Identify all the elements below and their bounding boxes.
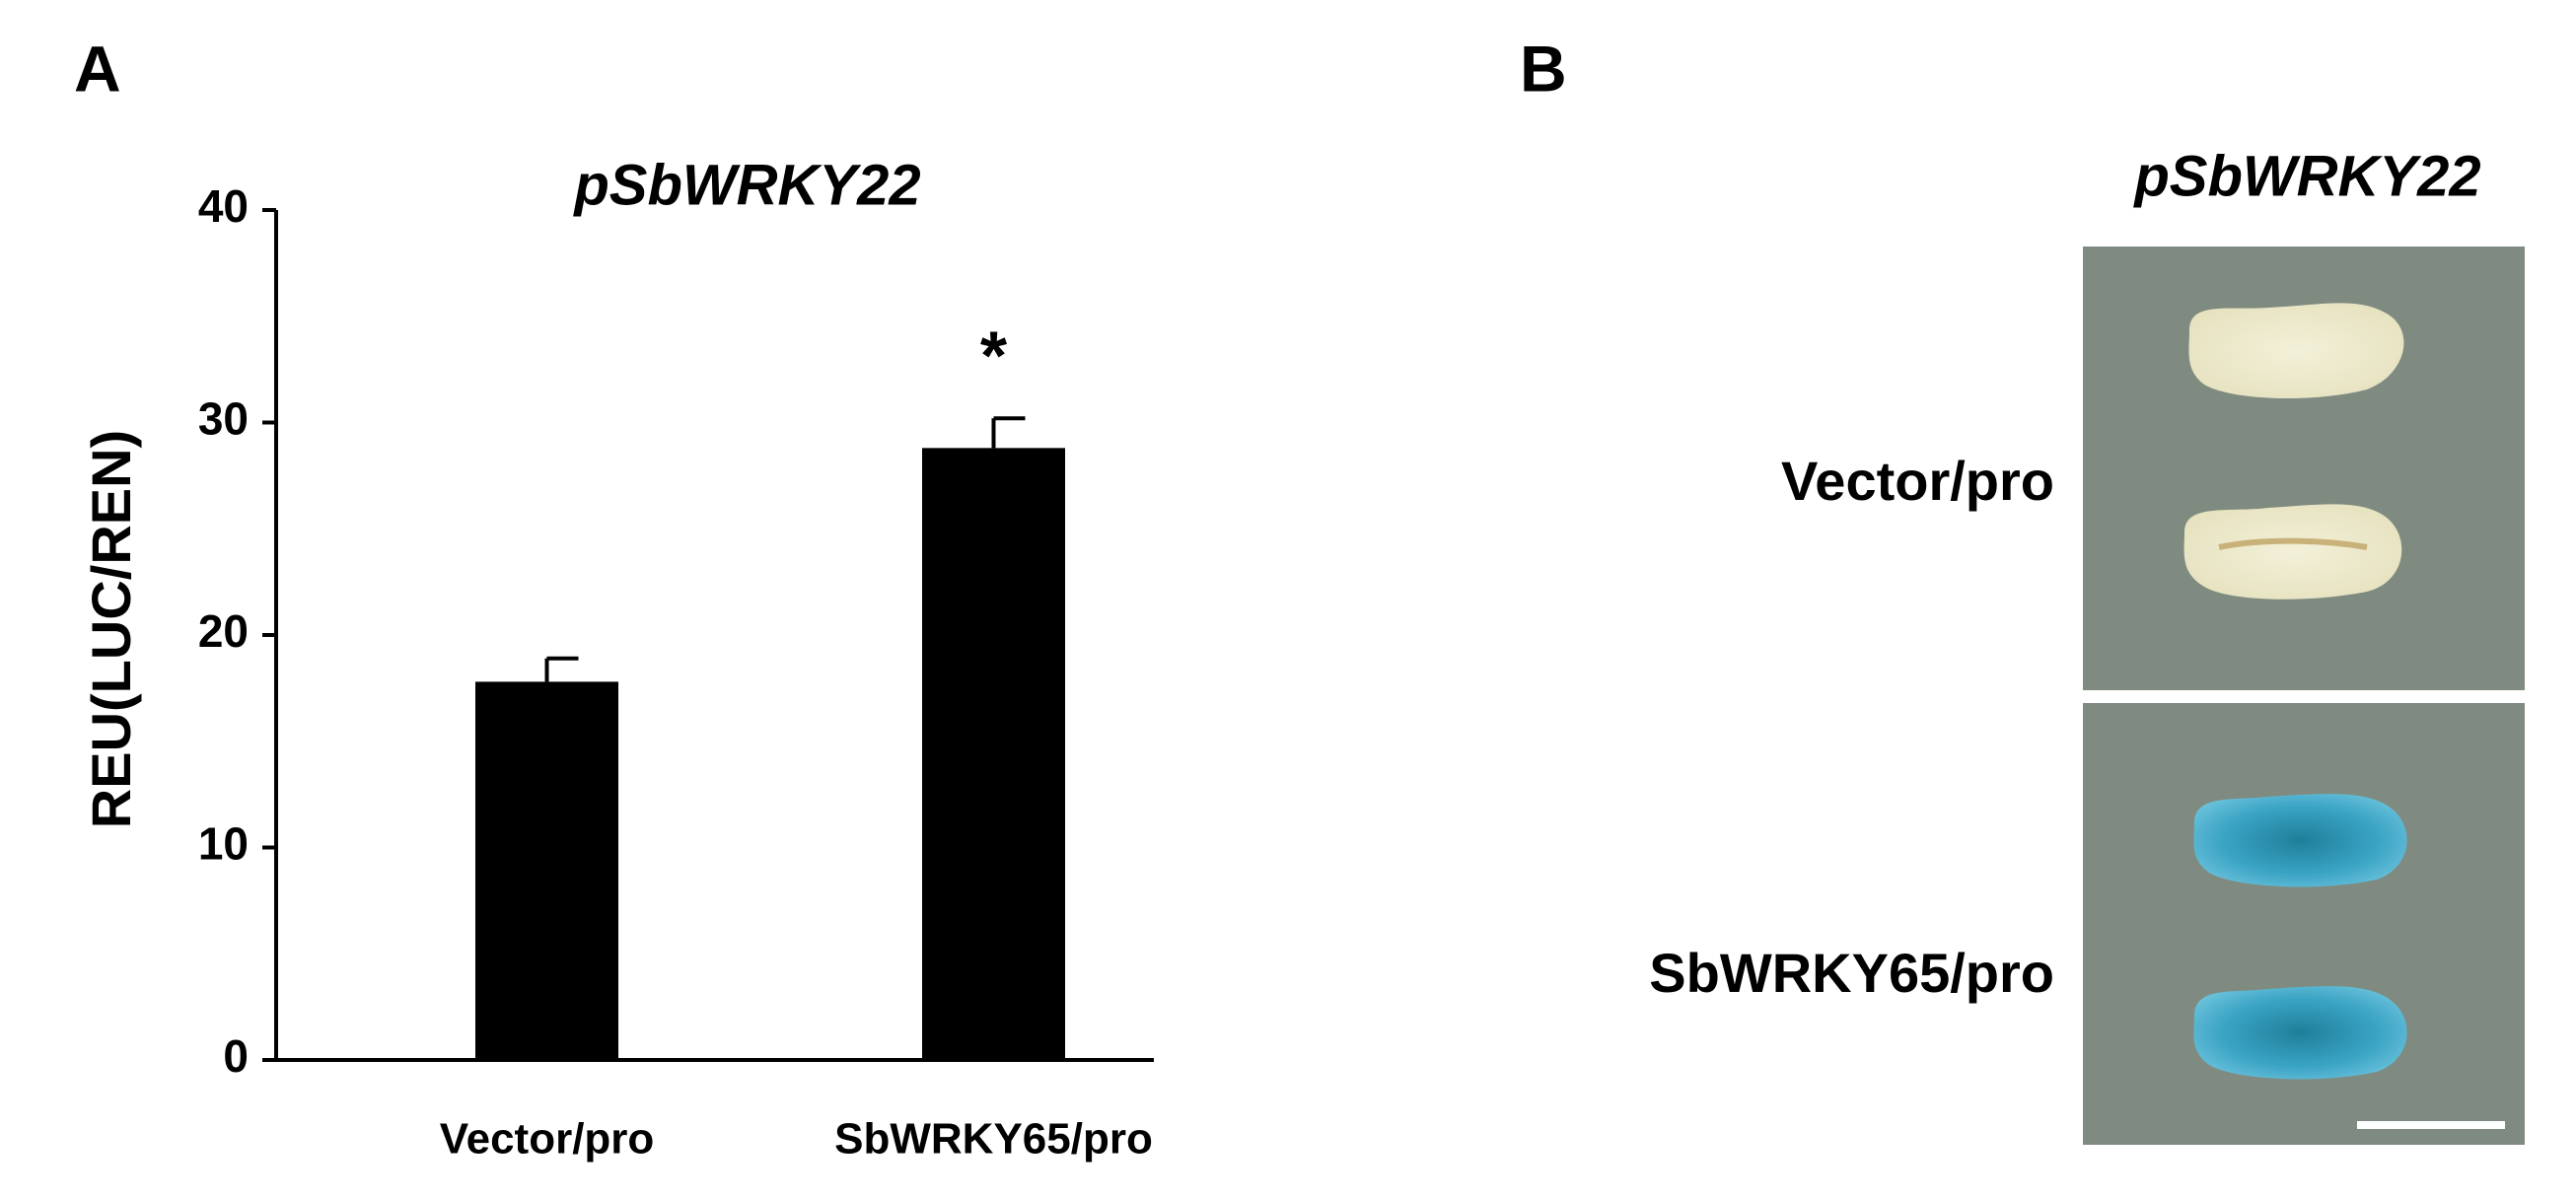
chart-title: pSbWRKY22 — [572, 153, 920, 217]
y-tick-label: 40 — [198, 180, 249, 232]
y-tick-label: 0 — [223, 1030, 249, 1082]
y-axis-label: REU(LUC/REN) — [80, 430, 142, 828]
panel-label: B — [1520, 32, 1567, 105]
image-title: pSbWRKY22 — [2132, 144, 2480, 208]
bar — [922, 448, 1065, 1060]
y-tick-label: 10 — [198, 818, 249, 870]
row-label: SbWRKY65/pro — [1649, 942, 2054, 1004]
y-tick-label: 30 — [198, 393, 249, 445]
x-tick-label: Vector/pro — [440, 1115, 655, 1164]
x-tick-label: SbWRKY65/pro — [834, 1115, 1153, 1164]
photo-bottom — [2083, 703, 2525, 1145]
panel-label: A — [74, 32, 121, 105]
row-label: Vector/pro — [1781, 450, 2054, 512]
photo-top — [2083, 247, 2525, 690]
bar — [475, 681, 618, 1060]
significance-mark: * — [980, 318, 1008, 394]
y-tick-label: 20 — [198, 605, 249, 657]
